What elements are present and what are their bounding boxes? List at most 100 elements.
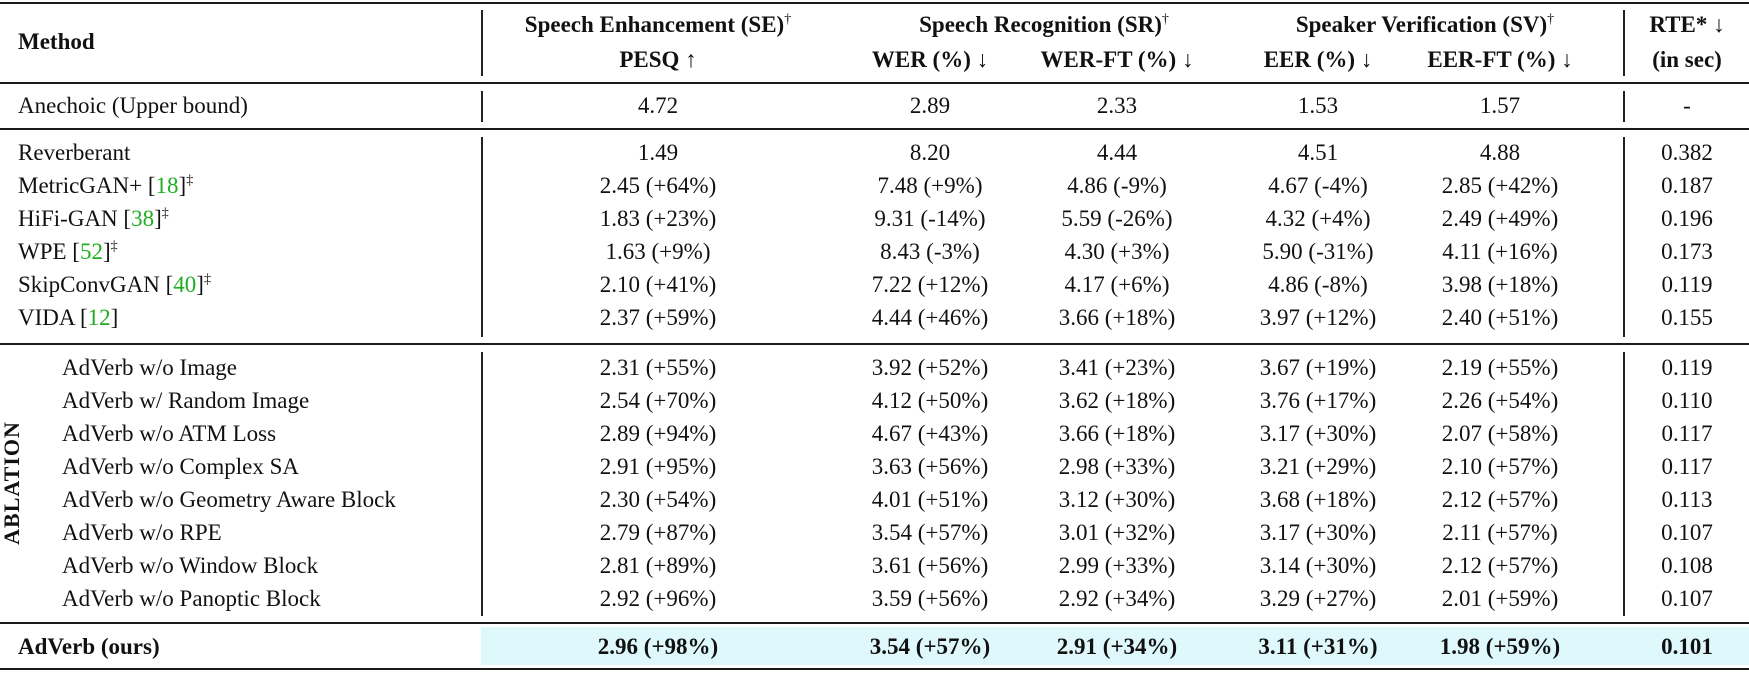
wer-ft-cell: 4.44 (1096, 140, 1138, 165)
table-row: SkipConvGAN [40]‡ 2.10 (+41%) 7.22 (+12%… (0, 268, 1749, 301)
wer-ft-cell: 3.66 (+18%) (1058, 421, 1176, 446)
eer-cell: 3.11 (+31%) (1258, 634, 1378, 659)
eer-ft-cell: 1.57 (1479, 93, 1521, 118)
rte-cell: 0.117 (1661, 421, 1713, 446)
sv-group-title: Speaker Verification (SV) (1295, 12, 1548, 37)
wer-cell: 3.63 (+56%) (871, 454, 989, 479)
wer-cell: 9.31 (-14%) (874, 206, 986, 231)
rte-separator (1623, 352, 1625, 616)
rte-separator (1623, 10, 1625, 76)
footnote-mark: ‡ (110, 239, 118, 254)
rte-cell: 0.119 (1661, 355, 1713, 380)
method-cell: SkipConvGAN [40]‡ (18, 268, 211, 301)
wer-ft-cell: 2.33 (1096, 93, 1138, 118)
method-cell: Reverberant (18, 136, 130, 169)
wer-ft-cell: 2.92 (+34%) (1058, 586, 1176, 611)
eer-ft-cell: 2.12 (+57%) (1441, 553, 1559, 578)
eer-cell: 4.32 (+4%) (1265, 206, 1371, 231)
eer-cell: 4.51 (1297, 140, 1339, 165)
se-group-header: Speech Enhancement (SE)† (525, 13, 791, 37)
method-cell: AdVerb w/o Geometry Aware Block (62, 487, 396, 512)
sr-group-header: Speech Recognition (SR)† (919, 13, 1169, 37)
table-row: AdVerb w/ Random Image 2.54 (+70%) 4.12 … (0, 384, 1749, 417)
eer-cell: 3.67 (+19%) (1259, 355, 1377, 380)
wer-cell: 2.89 (909, 93, 951, 118)
table-row: AdVerb w/o RPE 2.79 (+87%) 3.54 (+57%) 3… (0, 516, 1749, 549)
citation-link[interactable]: 38 (131, 206, 155, 231)
method-cell: MetricGAN+ [18]‡ (18, 169, 193, 202)
table-row: HiFi-GAN [38]‡ 1.83 (+23%) 9.31 (-14%) 5… (0, 202, 1749, 235)
eer-cell: 3.76 (+17%) (1259, 388, 1377, 413)
rte-cell: 0.113 (1661, 487, 1713, 512)
citation-link[interactable]: 18 (155, 173, 179, 198)
rte-cell: 0.187 (1661, 173, 1713, 198)
citation-link[interactable]: 40 (173, 272, 197, 297)
wer-ft-cell: 4.30 (+3%) (1064, 239, 1170, 264)
method-label: MetricGAN+ [ (18, 173, 156, 198)
wer-cell: 7.22 (+12%) (871, 272, 989, 297)
pesq-cell: 2.79 (+87%) (599, 520, 717, 545)
citation-link[interactable]: 12 (87, 305, 111, 330)
pesq-cell: 2.81 (+89%) (599, 553, 717, 578)
footnote-mark: ‡ (186, 173, 194, 188)
rte-cell: 0.117 (1661, 454, 1713, 479)
pesq-cell: 4.72 (637, 93, 679, 118)
rte-cell: 0.119 (1661, 272, 1713, 297)
footnote-mark: ‡ (161, 206, 169, 221)
wer-ft-cell: 2.98 (+33%) (1058, 454, 1176, 479)
method-cell: AdVerb w/o Panoptic Block (62, 586, 321, 611)
pesq-cell: 2.92 (+96%) (599, 586, 717, 611)
method-separator (481, 91, 483, 122)
bracket-close: ] (102, 239, 111, 264)
eer-cell: 3.14 (+30%) (1259, 553, 1377, 578)
wer-ft-header: WER-FT (%) ↓ (1040, 47, 1194, 72)
wer-cell: 3.92 (+52%) (871, 355, 989, 380)
method-separator (481, 10, 483, 76)
table-row: Reverberant 1.49 8.20 4.44 4.51 4.88 0.3… (0, 136, 1749, 169)
eer-cell: 3.29 (+27%) (1259, 586, 1377, 611)
wer-ft-cell: 2.91 (+34%) (1056, 634, 1178, 659)
rte-cell: 0.110 (1661, 388, 1713, 413)
eer-ft-cell: 1.98 (+59%) (1439, 634, 1561, 659)
pesq-cell: 1.83 (+23%) (599, 206, 717, 231)
method-label: Reverberant (18, 140, 131, 165)
bracket-close: ] (178, 173, 187, 198)
wer-ft-cell: 5.59 (-26%) (1061, 206, 1173, 231)
rte-unit-header: (in sec) (1652, 47, 1722, 72)
pesq-cell: 2.54 (+70%) (599, 388, 717, 413)
pesq-cell: 1.63 (+9%) (605, 239, 711, 264)
rte-header: RTE* ↓ (1649, 12, 1725, 37)
table-row: MetricGAN+ [18]‡ 2.45 (+64%) 7.48 (+9%) … (0, 169, 1749, 202)
wer-cell: 8.20 (909, 140, 951, 165)
pesq-cell: 2.37 (+59%) (599, 305, 717, 330)
ablation-rule (0, 622, 1749, 624)
method-cell: HiFi-GAN [38]‡ (18, 202, 169, 235)
method-cell: Anechoic (Upper bound) (18, 93, 248, 118)
eer-ft-cell: 2.01 (+59%) (1441, 586, 1559, 611)
wer-cell: 3.61 (+56%) (871, 553, 989, 578)
method-cell: AdVerb (ours) (18, 634, 160, 659)
eer-ft-cell: 2.26 (+54%) (1441, 388, 1559, 413)
method-header: Method (18, 29, 95, 54)
citation-link[interactable]: 52 (79, 239, 103, 264)
method-cell: AdVerb w/o Complex SA (62, 454, 300, 479)
pesq-cell: 2.89 (+94%) (599, 421, 717, 446)
wer-cell: 3.54 (+57%) (871, 520, 989, 545)
bottom-rule (0, 668, 1749, 670)
top-rule (0, 2, 1749, 4)
bracket-close: ] (110, 305, 119, 330)
method-separator (481, 137, 483, 337)
eer-ft-cell: 2.40 (+51%) (1441, 305, 1559, 330)
rte-cell: 0.108 (1661, 553, 1713, 578)
ours-row: AdVerb (ours) 2.96 (+98%) 3.54 (+57%) 2.… (0, 630, 1749, 663)
wer-ft-cell: 3.12 (+30%) (1058, 487, 1176, 512)
method-label: SkipConvGAN [ (18, 272, 174, 297)
rte-separator (1623, 137, 1625, 337)
wer-ft-cell: 3.62 (+18%) (1058, 388, 1176, 413)
rte-cell: 0.155 (1661, 305, 1713, 330)
wer-ft-cell: 4.17 (+6%) (1064, 272, 1170, 297)
eer-ft-cell: 2.85 (+42%) (1441, 173, 1559, 198)
eer-ft-cell: 4.11 (+16%) (1442, 239, 1558, 264)
wer-cell: 3.59 (+56%) (871, 586, 989, 611)
